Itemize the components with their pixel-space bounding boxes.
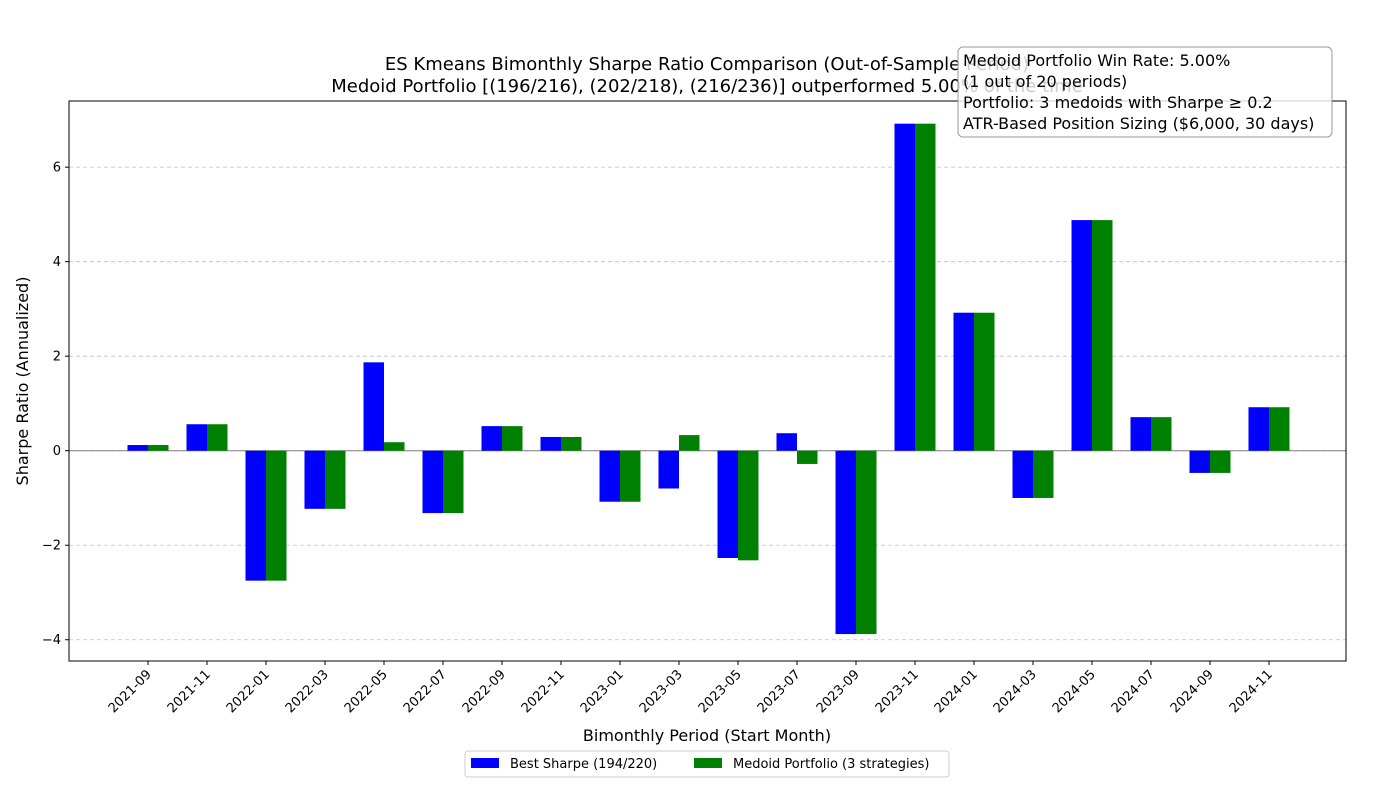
- bar-medoid-portfolio: [443, 450, 464, 514]
- x-tick-label: 2022-09: [460, 667, 509, 716]
- bar-best-sharpe: [658, 450, 679, 489]
- annotation-line-win-rate: Medoid Portfolio Win Rate: 5.00%: [963, 51, 1230, 70]
- legend-label-medoid-portfolio: Medoid Portfolio (3 strategies): [733, 757, 930, 772]
- x-tick-label: 2021-09: [106, 667, 155, 716]
- x-tick-label: 2024-09: [1168, 667, 1217, 716]
- bar-best-sharpe: [186, 424, 207, 451]
- bar-medoid-portfolio: [1092, 220, 1113, 451]
- x-tick-label: 2022-05: [342, 667, 391, 716]
- bar-medoid-portfolio: [207, 424, 228, 451]
- x-tick-label: 2024-03: [991, 667, 1040, 716]
- y-axis-label: Sharpe Ratio (Annualized): [13, 277, 32, 486]
- bar-best-sharpe: [245, 450, 266, 581]
- annotation-line-portfolio: Portfolio: 3 medoids with Sharpe ≥ 0.2: [963, 93, 1273, 112]
- bar-medoid-portfolio: [620, 450, 641, 502]
- bar-medoid-portfolio: [266, 450, 287, 581]
- bar-best-sharpe: [717, 450, 738, 558]
- bar-medoid-portfolio: [738, 450, 759, 561]
- x-tick-label: 2023-03: [637, 667, 686, 716]
- bar-best-sharpe: [953, 312, 974, 451]
- x-tick-label: 2024-07: [1109, 667, 1158, 716]
- x-tick-label: 2024-11: [1227, 667, 1276, 716]
- bar-medoid-portfolio: [561, 437, 582, 451]
- bar-medoid-portfolio: [974, 312, 995, 451]
- x-tick-label: 2023-07: [755, 667, 804, 716]
- chart-title-line2: Medoid Portfolio [(196/216), (202/218), …: [331, 76, 1083, 97]
- x-tick-label: 2023-01: [578, 667, 627, 716]
- x-tick-label: 2022-03: [283, 667, 332, 716]
- y-tick-label: −4: [42, 633, 61, 648]
- legend-swatch-medoid-portfolio: [694, 758, 722, 768]
- bar-best-sharpe: [894, 123, 915, 451]
- x-axis-label: Bimonthly Period (Start Month): [583, 726, 831, 745]
- y-tick-label: 2: [53, 350, 61, 365]
- bar-medoid-portfolio: [856, 450, 877, 635]
- bar-medoid-portfolio: [1151, 417, 1172, 451]
- bar-best-sharpe: [422, 450, 443, 514]
- bar-best-sharpe: [304, 450, 325, 509]
- x-tick-label: 2024-05: [1050, 667, 1099, 716]
- annotation-line-period-count: (1 out of 20 periods): [963, 72, 1127, 91]
- bar-medoid-portfolio: [502, 426, 523, 451]
- bar-medoid-portfolio: [325, 450, 346, 509]
- x-tick-label: 2022-07: [401, 667, 450, 716]
- bar-medoid-portfolio: [384, 442, 405, 451]
- annotation-box: Medoid Portfolio Win Rate: 5.00% (1 out …: [957, 46, 1333, 138]
- chart-title-line1: ES Kmeans Bimonthly Sharpe Ratio Compari…: [385, 54, 1029, 75]
- bar-best-sharpe: [1189, 450, 1210, 473]
- bar-medoid-portfolio: [1033, 450, 1054, 498]
- bar-best-sharpe: [363, 362, 384, 451]
- bar-medoid-portfolio: [148, 445, 169, 451]
- x-axis-ticks: 2021-09 2021-11 2022-01 2022-03 2022-05 2022-…: [106, 661, 1276, 716]
- bar-medoid-portfolio: [915, 123, 936, 451]
- x-tick-label: 2022-11: [519, 667, 568, 716]
- plot-area-frame: [68, 100, 1347, 662]
- legend: Best Sharpe (194/220) Medoid Portfolio (…: [464, 750, 950, 778]
- bar-best-sharpe: [1130, 417, 1151, 451]
- bar-medoid-portfolio: [1210, 450, 1231, 473]
- y-tick-label: 4: [53, 255, 61, 270]
- x-tick-label: 2024-01: [932, 667, 981, 716]
- bar-medoid-portfolio: [679, 435, 700, 451]
- bar-best-sharpe: [481, 426, 502, 451]
- bar-medoid-portfolio: [797, 450, 818, 464]
- bar-medoid-portfolio: [1269, 407, 1290, 451]
- bar-best-sharpe: [540, 437, 561, 451]
- bar-best-sharpe: [776, 433, 797, 451]
- bar-best-sharpe: [835, 450, 856, 635]
- y-tick-label: −2: [42, 539, 61, 554]
- bar-best-sharpe: [1248, 407, 1269, 451]
- x-tick-label: 2023-11: [873, 667, 922, 716]
- y-tick-label: 0: [53, 444, 61, 459]
- bar-best-sharpe: [599, 450, 620, 502]
- bar-best-sharpe: [1071, 220, 1092, 451]
- bars: [127, 123, 1290, 635]
- x-tick-label: 2022-01: [224, 667, 273, 716]
- bar-best-sharpe: [1012, 450, 1033, 498]
- legend-swatch-best-sharpe: [471, 758, 499, 768]
- x-tick-label: 2023-05: [696, 667, 745, 716]
- x-tick-label: 2023-09: [814, 667, 863, 716]
- annotation-line-position-sizing: ATR-Based Position Sizing ($6,000, 30 da…: [963, 114, 1314, 133]
- annotation-frame: [957, 46, 1333, 138]
- bar-best-sharpe: [127, 445, 148, 451]
- y-tick-label: 6: [53, 161, 61, 176]
- legend-label-best-sharpe: Best Sharpe (194/220): [510, 757, 657, 772]
- x-tick-label: 2021-11: [165, 667, 214, 716]
- y-axis-ticks: −4 −2 0 2 4 6: [42, 161, 69, 648]
